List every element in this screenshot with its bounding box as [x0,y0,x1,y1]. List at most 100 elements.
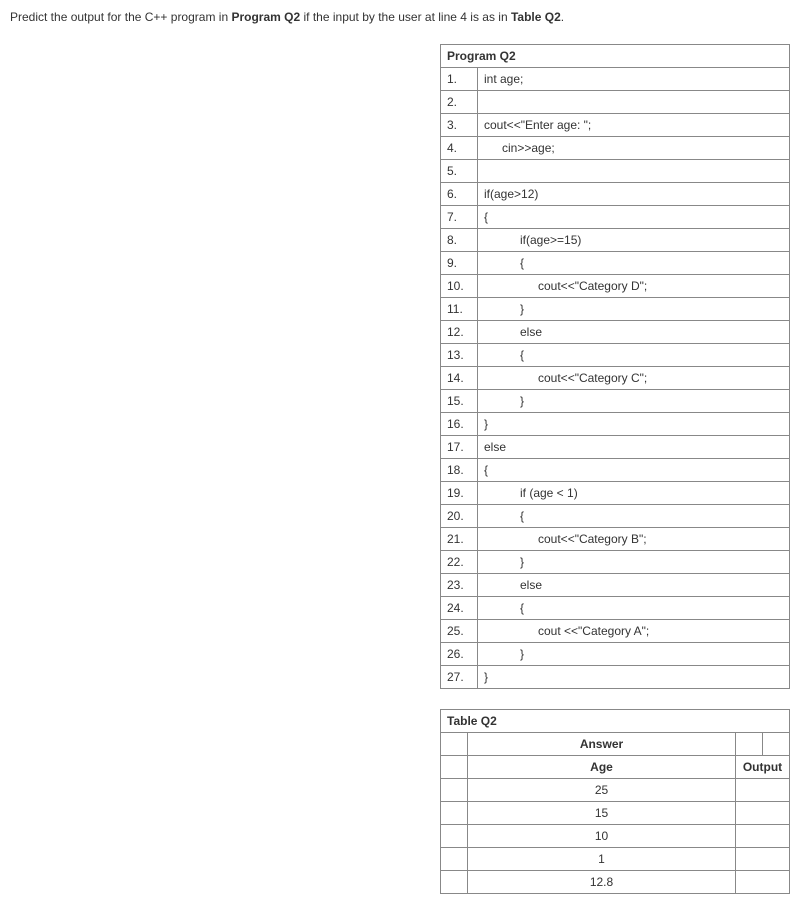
code-cell: { [478,505,790,528]
code-text: if(age>12) [484,187,538,201]
code-text: } [484,647,524,661]
output-cell [736,825,790,848]
code-cell: } [478,551,790,574]
answer-blank-cell [736,733,763,756]
program-row: 25.cout <<"Category A"; [441,620,790,643]
answer-blank-cell [441,871,468,894]
program-row: 10.cout<<"Category D"; [441,275,790,298]
program-table: Program Q2 1.int age;2.3. cout<<"Enter ag… [440,44,790,689]
line-number: 1. [441,68,478,91]
code-cell: } [478,390,790,413]
line-number: 20. [441,505,478,528]
code-cell [478,160,790,183]
line-number: 21. [441,528,478,551]
code-text: if (age < 1) [484,486,578,500]
output-cell [736,871,790,894]
program-row: 13.{ [441,344,790,367]
output-cell [736,802,790,825]
line-number: 23. [441,574,478,597]
program-row: 1.int age; [441,68,790,91]
program-row: 3. cout<<"Enter age: "; [441,114,790,137]
table-ref: Table Q2 [511,10,561,24]
program-row: 2. [441,91,790,114]
answer-table-title: Table Q2 [441,710,790,733]
code-text: } [484,302,524,316]
output-cell [736,779,790,802]
code-text: } [484,670,488,684]
line-number: 27. [441,666,478,689]
program-row: 21. cout<<"Category B"; [441,528,790,551]
code-cell: { [478,459,790,482]
line-number: 6. [441,183,478,206]
program-row: 4.cin>>age; [441,137,790,160]
line-number: 24. [441,597,478,620]
code-cell: } [478,413,790,436]
program-row: 18. { [441,459,790,482]
code-cell: cout <<"Category A"; [478,620,790,643]
line-number: 18. [441,459,478,482]
program-row: 7.{ [441,206,790,229]
code-text: } [484,555,524,569]
line-number: 10. [441,275,478,298]
program-row: 12. else [441,321,790,344]
program-row: 9.{ [441,252,790,275]
program-row: 20.{ [441,505,790,528]
line-number: 3. [441,114,478,137]
code-text: cout<<"Category C"; [484,371,647,385]
program-title: Program Q2 [441,45,790,68]
program-row: 19. if (age < 1) [441,482,790,505]
code-cell: int age; [478,68,790,91]
table-row: 1 [441,848,790,871]
code-text: else [484,578,542,592]
code-text: } [484,394,524,408]
code-text: cout<<"Category B"; [484,532,647,546]
code-text: { [484,256,524,270]
line-number: 11. [441,298,478,321]
age-cell: 15 [468,802,736,825]
code-text: cout<<"Enter age: "; [484,118,591,132]
table-row: 10 [441,825,790,848]
code-cell: } [478,666,790,689]
answer-blank-cell [441,848,468,871]
code-cell: } [478,298,790,321]
question-text: Predict the output for the C++ program i… [10,10,798,24]
code-cell: cout<<"Enter age: "; [478,114,790,137]
table-row: 12.8 [441,871,790,894]
answer-label: Answer [468,733,736,756]
age-cell: 10 [468,825,736,848]
code-text: cin>>age; [484,141,555,155]
column-header-output: Output [736,756,790,779]
code-text: { [484,601,524,615]
line-number: 13. [441,344,478,367]
program-row: 8.if(age>=15) [441,229,790,252]
line-number: 15. [441,390,478,413]
line-number: 22. [441,551,478,574]
table-row: 15 [441,802,790,825]
line-number: 12. [441,321,478,344]
code-cell: { [478,206,790,229]
program-row: 5. [441,160,790,183]
program-ref: Program Q2 [231,10,300,24]
code-cell: cin>>age; [478,137,790,160]
answer-blank-cell [441,825,468,848]
code-text: else [484,325,542,339]
program-row: 26.} [441,643,790,666]
answer-blank-cell [763,733,790,756]
code-cell: if(age>12) [478,183,790,206]
code-text: { [484,463,488,477]
program-row: 22.} [441,551,790,574]
code-cell: cout<<"Category D"; [478,275,790,298]
code-cell: } [478,643,790,666]
program-row: 11.} [441,298,790,321]
code-text: else [484,440,506,454]
table-row: 25 [441,779,790,802]
line-number: 19. [441,482,478,505]
answer-blank-cell [441,756,468,779]
code-text: cout <<"Category A"; [484,624,649,638]
code-cell: cout<<"Category C"; [478,367,790,390]
program-row: 14.cout<<"Category C"; [441,367,790,390]
line-number: 2. [441,91,478,114]
line-number: 26. [441,643,478,666]
question-prefix: Predict the output for the C++ program i… [10,10,231,24]
code-cell: cout<<"Category B"; [478,528,790,551]
